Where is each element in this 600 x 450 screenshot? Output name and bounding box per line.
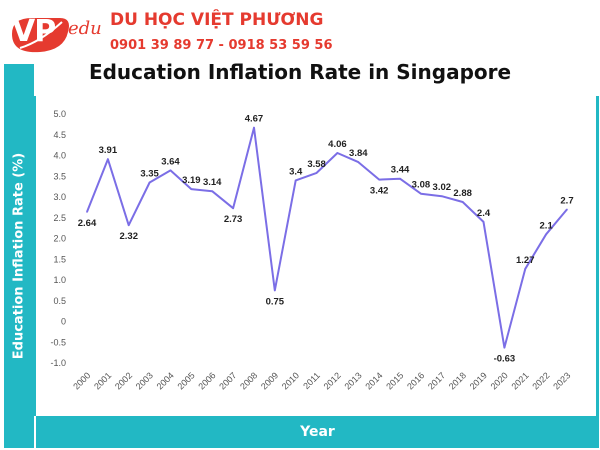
x-tick-label: 2018 <box>447 370 468 391</box>
x-tick-label: 2019 <box>468 370 489 391</box>
data-point <box>461 201 464 203</box>
data-label: 2.88 <box>453 188 472 199</box>
x-tick-label: 2006 <box>196 370 217 391</box>
data-label: 3.35 <box>140 168 159 179</box>
data-point <box>482 221 485 223</box>
y-tick-label: 3.5 <box>53 171 66 181</box>
data-point <box>315 172 318 174</box>
x-tick-label: 2010 <box>280 370 301 391</box>
data-point <box>294 179 297 182</box>
data-label: 3.44 <box>391 165 410 176</box>
x-tick-label: 2014 <box>363 370 384 391</box>
x-tick-label: 2017 <box>426 370 447 391</box>
x-tick-label: 2012 <box>322 370 343 391</box>
y-tick-label: 4.5 <box>53 130 66 140</box>
data-label: 2.73 <box>224 214 243 225</box>
x-tick-label: 2004 <box>155 370 176 391</box>
data-label: 3.42 <box>370 186 389 197</box>
data-point <box>357 161 360 163</box>
data-label: 2.4 <box>477 208 491 219</box>
data-point <box>503 346 506 349</box>
data-point <box>336 152 339 154</box>
data-point <box>545 233 547 236</box>
data-label: 3.84 <box>349 148 368 159</box>
data-point <box>148 181 151 184</box>
y-tick-label: 0 <box>61 317 66 327</box>
data-label: 4.06 <box>328 139 347 150</box>
x-axis-label: Year <box>300 424 335 440</box>
data-label: 3.08 <box>412 180 431 191</box>
data-point <box>378 178 380 181</box>
data-label: 2.1 <box>540 220 554 231</box>
brand-phones: 0901 39 89 77 - 0918 53 59 56 <box>110 38 333 53</box>
data-point <box>232 207 234 210</box>
data-point <box>399 177 401 180</box>
frame-right-edge <box>596 96 599 446</box>
y-tick-label: 3.0 <box>53 192 66 202</box>
frame-left-edge <box>34 96 36 416</box>
y-tick-label: 1.5 <box>53 254 66 264</box>
data-label: 2.64 <box>78 218 97 229</box>
x-tick-label: 2021 <box>509 370 530 391</box>
x-tick-label: 2020 <box>489 370 510 391</box>
data-label: 3.19 <box>182 175 201 186</box>
x-tick-label: 2013 <box>342 370 363 391</box>
data-point <box>524 267 527 270</box>
x-tick-label: 2007 <box>217 370 238 391</box>
data-label: 3.64 <box>161 156 180 167</box>
y-tick-label: 5.0 <box>53 109 66 119</box>
x-tick-label: 2005 <box>176 370 197 391</box>
data-point <box>86 211 88 213</box>
y-tick-label: 2.0 <box>53 234 66 244</box>
data-point <box>211 190 214 192</box>
x-tick-label: 2000 <box>71 370 92 391</box>
x-axis-label-band <box>36 416 599 448</box>
data-point <box>440 195 443 197</box>
y-axis-label-band <box>4 64 34 448</box>
series-line <box>86 126 568 349</box>
brand-logo: VP edu <box>6 4 102 62</box>
data-point <box>253 126 255 129</box>
x-tick-label: 2016 <box>405 370 426 391</box>
data-point <box>107 158 109 161</box>
x-tick-label: 2003 <box>134 370 155 391</box>
logo-edu-text: edu <box>68 18 102 39</box>
data-label: 3.91 <box>99 145 118 156</box>
data-point <box>190 188 193 190</box>
x-tick-label: 2022 <box>530 370 551 391</box>
y-tick-label: 1.0 <box>53 275 66 285</box>
data-point <box>566 208 568 211</box>
data-label: 3.02 <box>433 182 452 193</box>
x-tick-label: 2015 <box>384 370 405 391</box>
x-tick-label: 2011 <box>301 370 322 391</box>
x-tick-label: 2023 <box>551 370 572 391</box>
data-label: 3.14 <box>203 177 222 188</box>
data-point <box>127 224 130 227</box>
data-label: 2.7 <box>560 195 573 206</box>
chart-title: Education Inflation Rate in Singapore <box>88 60 512 84</box>
x-tick-label: 2002 <box>113 370 134 391</box>
y-tick-label: -1.0 <box>50 358 66 368</box>
data-label: 3.58 <box>307 159 326 170</box>
x-tick-label: 2009 <box>259 370 280 391</box>
logo-mark-icon <box>12 18 69 53</box>
data-point <box>274 289 276 292</box>
data-label: 1.27 <box>516 255 535 266</box>
data-point <box>169 169 172 172</box>
data-label: -0.63 <box>494 354 516 365</box>
logo-vp-text: VP <box>12 14 56 49</box>
data-label: 3.4 <box>289 166 303 177</box>
y-tick-label: 4.0 <box>53 151 66 161</box>
data-label: 2.32 <box>119 231 138 242</box>
data-label: 0.75 <box>266 296 285 307</box>
brand-name: DU HỌC VIỆT PHƯƠNG <box>110 10 324 30</box>
data-label: 4.67 <box>245 114 264 125</box>
x-tick-label: 2001 <box>92 370 113 391</box>
y-tick-label: -0.5 <box>50 337 66 347</box>
y-tick-label: 2.5 <box>53 213 66 223</box>
x-tick-label: 2008 <box>238 370 259 391</box>
y-tick-label: 0.5 <box>53 296 66 306</box>
data-point <box>420 192 422 195</box>
